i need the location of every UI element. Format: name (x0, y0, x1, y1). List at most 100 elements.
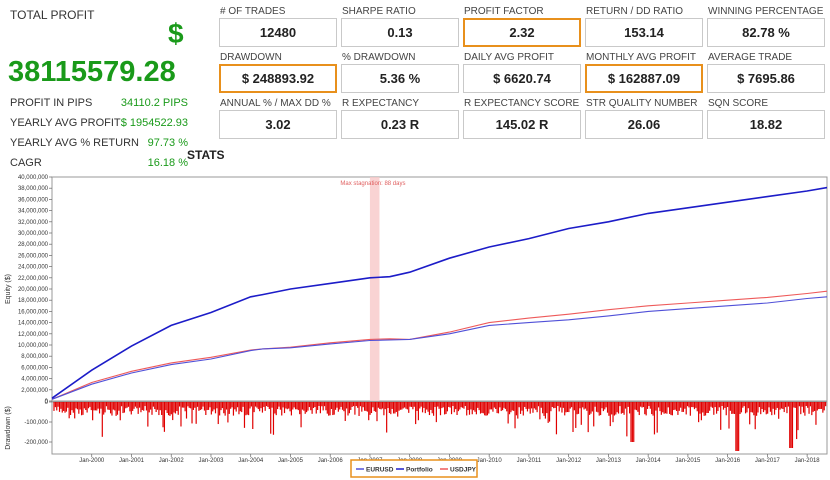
row-label: PROFIT IN PIPS (10, 97, 93, 109)
stat-value: 145.02 R (463, 110, 581, 139)
y-tick-label: 12,000,000 (18, 332, 49, 338)
stat-tile-r-expectancy-score: R EXPECTANCY SCORE 145.02 R (463, 98, 581, 140)
equity-chart-area: Max stagnation: 88 days 0 2,000,000 4,000,0… (0, 168, 830, 480)
stat-tile-sharpe: SHARPE RATIO 0.13 (341, 6, 459, 48)
stat-value: 5.36 % (341, 64, 459, 93)
stat-tile-trades: # OF TRADES 12480 (219, 6, 337, 48)
legend-item: EURUSD (366, 467, 394, 474)
y-tick-label: 22,000,000 (18, 276, 49, 282)
summary-panel: TOTAL PROFIT $ 38115579.28 PROFIT IN PIP… (0, 0, 192, 175)
drawdown-tick-label: -100,000 (24, 420, 48, 426)
stat-tile-monthly-avg: MONTHLY AVG PROFIT $ 162887.09 (585, 52, 703, 94)
stat-label: DAILY AVG PROFIT (464, 52, 555, 63)
stagnation-band (369, 177, 380, 401)
stat-label: DRAWDOWN (220, 52, 282, 63)
yearly-avg-return-row: YEARLY AVG % RETURN 97.73 % (10, 137, 188, 153)
stat-tile-str-quality: STR QUALITY NUMBER 26.06 (585, 98, 703, 140)
y-tick-label: 10,000,000 (18, 343, 49, 349)
stat-value: 153.14 (585, 18, 703, 47)
stat-tile-winning-pct: WINNING PERCENTAGE 82.78 % (707, 6, 825, 48)
stat-label: R EXPECTANCY SCORE (464, 98, 580, 109)
stat-value: 12480 (219, 18, 337, 47)
y-tick-label: 18,000,000 (18, 298, 49, 304)
stat-label: R EXPECTANCY (342, 98, 420, 109)
x-tick-label: Jan-2013 (596, 458, 622, 464)
row-value: 16.18 % (147, 157, 188, 169)
stat-tile-drawdown: DRAWDOWN $ 248893.92 (219, 52, 337, 94)
x-tick-label: Jan-2015 (675, 458, 701, 464)
stat-label: MONTHLY AVG PROFIT (586, 52, 697, 63)
stat-value: 3.02 (219, 110, 337, 139)
y-tick-label: 2,000,000 (21, 388, 48, 394)
y-tick-label: 40,000,000 (18, 175, 49, 181)
x-tick-label: Jan-2010 (477, 458, 503, 464)
stat-label: WINNING PERCENTAGE (708, 6, 824, 17)
stat-label: ANNUAL % / MAX DD % (220, 98, 331, 109)
stat-value: 18.82 (707, 110, 825, 139)
stat-value: 0.23 R (341, 110, 459, 139)
legend-box (350, 459, 478, 478)
stats-title: STATS (187, 148, 225, 162)
stagnation-label: Max stagnation: 88 days (340, 181, 405, 187)
stat-label: PROFIT FACTOR (464, 6, 544, 17)
stat-tile-return-dd: RETURN / DD RATIO 153.14 (585, 6, 703, 48)
legend-item: USDJPY (450, 467, 477, 474)
drawdown-tick-label: -200,000 (24, 440, 48, 446)
y-tick-label: 20,000,000 (18, 287, 49, 293)
dollar-icon: $ (168, 18, 184, 49)
stat-value: 82.78 % (707, 18, 825, 47)
stat-label: % DRAWDOWN (342, 52, 416, 63)
y-tick-label: 36,000,000 (18, 197, 49, 203)
x-tick-label: Jan-2006 (318, 458, 344, 464)
row-value: $ 1954522.93 (120, 117, 188, 129)
y-axis-label: Equity ($) (5, 274, 12, 304)
stat-label: SHARPE RATIO (342, 6, 416, 17)
stat-label: STR QUALITY NUMBER (586, 98, 698, 109)
stat-label: SQN SCORE (708, 98, 769, 109)
y-tick-label: 8,000,000 (21, 354, 48, 360)
stat-tile-profit-factor: PROFIT FACTOR 2.32 (463, 6, 581, 48)
stat-tile-daily-avg: DAILY AVG PROFIT $ 6620.74 (463, 52, 581, 94)
yearly-avg-profit-row: YEARLY AVG PROFIT $ 1954522.93 (10, 117, 188, 133)
drawdown-axis-label: Drawdown ($) (5, 406, 12, 450)
x-tick-label: Jan-2005 (278, 458, 304, 464)
total-profit-value: 38115579.28 (8, 56, 176, 88)
y-tick-label: 4,000,000 (21, 377, 48, 383)
row-value: 34110.2 PIPS (120, 97, 188, 109)
row-label: YEARLY AVG % RETURN (10, 137, 139, 149)
x-tick-label: Jan-2001 (119, 458, 145, 464)
stat-label: AVERAGE TRADE (708, 52, 793, 63)
x-tick-label: Jan-2002 (159, 458, 185, 464)
series-line-eurusd (51, 296, 828, 400)
y-tick-label: 6,000,000 (21, 365, 48, 371)
stat-value: $ 248893.92 (219, 64, 337, 93)
stat-label: # OF TRADES (220, 6, 286, 17)
legend-item: Portfolio (406, 467, 433, 474)
y-tick-label: 32,000,000 (18, 220, 49, 226)
x-tick-label: Jan-2003 (198, 458, 224, 464)
stat-value: $ 7695.86 (707, 64, 825, 93)
row-label: YEARLY AVG PROFIT (10, 117, 121, 129)
stat-value: $ 6620.74 (463, 64, 581, 93)
stat-tile-pct-drawdown: % DRAWDOWN 5.36 % (341, 52, 459, 94)
x-tick-label: Jan-2018 (795, 458, 821, 464)
stat-tile-sqn-score: SQN SCORE 18.82 (707, 98, 825, 140)
y-tick-label: 38,000,000 (18, 186, 49, 192)
stat-tile-avg-trade: AVERAGE TRADE $ 7695.86 (707, 52, 825, 94)
y-tick-label: 0 (45, 399, 49, 405)
stat-value: $ 162887.09 (585, 64, 703, 93)
stat-label: RETURN / DD RATIO (586, 6, 684, 17)
equity-plot-frame (51, 176, 828, 402)
y-tick-label: 28,000,000 (18, 242, 49, 248)
total-profit-label: TOTAL PROFIT (10, 8, 95, 22)
x-tick-label: Jan-2012 (556, 458, 582, 464)
y-tick-label: 34,000,000 (18, 209, 49, 215)
x-tick-label: Jan-2000 (79, 458, 105, 464)
stat-tile-r-expectancy: R EXPECTANCY 0.23 R (341, 98, 459, 140)
x-tick-label: Jan-2004 (238, 458, 264, 464)
y-tick-label: 24,000,000 (18, 265, 49, 271)
row-label: CAGR (10, 157, 42, 169)
y-tick-label: 30,000,000 (18, 231, 49, 237)
stat-value: 26.06 (585, 110, 703, 139)
stat-tile-annual-maxdd: ANNUAL % / MAX DD % 3.02 (219, 98, 337, 140)
